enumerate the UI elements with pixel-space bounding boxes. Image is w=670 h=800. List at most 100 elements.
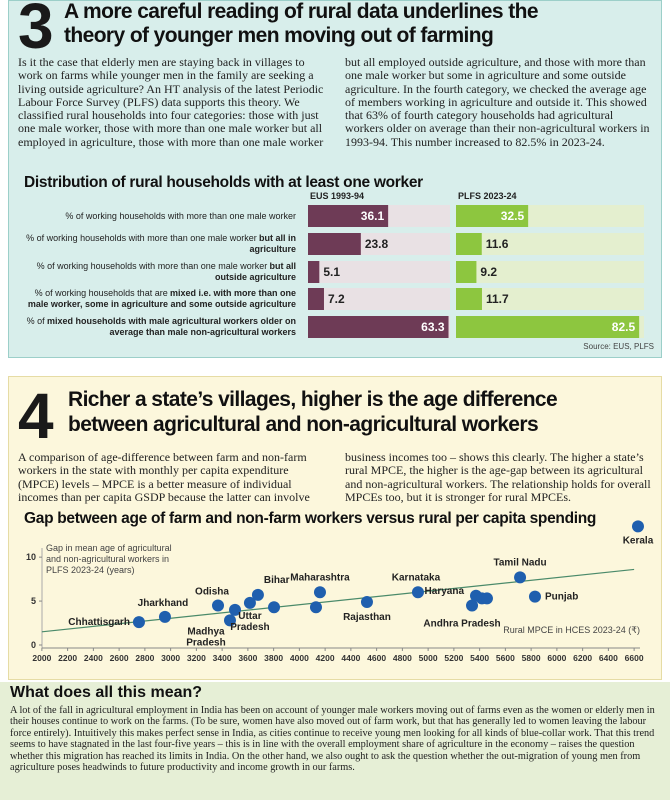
point-label: Bihar [264, 575, 290, 586]
point [309, 601, 322, 614]
point-label-line: Uttar [238, 611, 261, 622]
section-4-panel [8, 376, 662, 680]
bar-track [308, 261, 450, 283]
value-label: 32.5 [501, 209, 525, 223]
section-number: 3 [18, 0, 54, 62]
x-tick-label: 5200 [444, 653, 463, 663]
bar-track [308, 288, 450, 310]
bar [308, 316, 449, 338]
value-label: 23.8 [365, 237, 389, 251]
point [268, 601, 281, 614]
point-label: Kerala [623, 535, 654, 546]
category-label-part: mixed i.e. with more than one male worke… [27, 288, 296, 309]
bar [456, 316, 640, 338]
bar [308, 205, 389, 227]
point [466, 599, 479, 612]
section-number: 4 [18, 380, 54, 452]
category-label: % of working households with more than o… [14, 261, 296, 282]
x-tick-label: 5600 [496, 653, 515, 663]
point-label: Madhya Pradesh [186, 626, 225, 648]
point-label-line: Pradesh [230, 622, 269, 633]
point-label: Andhra Pradesh [423, 618, 500, 629]
x-tick-label: 4400 [341, 653, 360, 663]
bar-track [456, 288, 644, 310]
section-title: Richer a state’s villages, higher is the… [68, 388, 558, 411]
point [243, 596, 256, 609]
point-label: Haryana [425, 586, 465, 597]
value-label: 5.1 [323, 265, 340, 279]
category-label-part: % of working households with more than o… [26, 233, 257, 243]
point [528, 590, 541, 603]
x-tick-label: 3000 [161, 653, 180, 663]
source: Source: EUS, PLFS [583, 342, 654, 351]
section-title: theory of younger men moving out of farm… [64, 24, 494, 47]
category-label-part: but all in agriculture [249, 233, 296, 254]
point [212, 599, 225, 612]
category-label: % of working households with more than o… [14, 233, 296, 254]
point [631, 520, 644, 533]
x-tick-label: 5000 [419, 653, 438, 663]
bar [456, 205, 529, 227]
x-tick-label: 3600 [238, 653, 257, 663]
category-label-part: mixed households with male agricultural … [46, 316, 296, 337]
point [251, 588, 264, 601]
bar [308, 261, 320, 283]
point [514, 571, 527, 584]
x-axis-label: Rural MPCE in HCES 2023-24 (₹) [503, 625, 640, 635]
bar-track [456, 233, 644, 255]
x-tick-label: 4000 [290, 653, 309, 663]
point-label: Tamil Nadu [493, 557, 546, 568]
bar [456, 288, 482, 310]
point-label: Karnataka [392, 572, 441, 583]
x-tick-label: 4200 [316, 653, 335, 663]
x-tick-label: 2000 [32, 653, 51, 663]
category-label: % of mixed households with male agricultu… [14, 316, 296, 337]
section-body: A comparison of age-difference between f… [18, 450, 651, 504]
x-tick-label: 4600 [367, 653, 386, 663]
x-tick-label: 6000 [547, 653, 566, 663]
value-label: 36.1 [361, 209, 385, 223]
point [313, 586, 326, 599]
bar [456, 261, 477, 283]
x-tick-label: 2800 [135, 653, 154, 663]
y-axis-label: Gap in mean age of agricultural and non-… [46, 543, 172, 575]
value-label: 7.2 [328, 292, 345, 306]
x-tick-label: 6400 [599, 653, 618, 663]
category-label: % of working households with more than o… [14, 211, 296, 222]
section-body: Is it the case that elderly men are stay… [18, 55, 650, 149]
point [360, 595, 373, 608]
category-label: % of working households that are mixed i.… [14, 288, 296, 309]
y-tick-label: 10 [26, 552, 36, 562]
legend-label: EUS 1993-94 [310, 191, 364, 201]
section-body: A lot of the fall in agricultural employ… [10, 705, 655, 774]
section-title: What does all this mean? [10, 684, 203, 701]
category-label-part: % of working households that are [34, 288, 168, 298]
chart-title: Gap between age of farm and non-farm wor… [24, 510, 597, 527]
y-tick-label: 0 [31, 640, 36, 650]
point [223, 614, 236, 627]
y-tick-label: 5 [31, 596, 36, 606]
value-label: 11.7 [486, 292, 509, 306]
x-tick-label: 5400 [470, 653, 489, 663]
point-label-line: Pradesh [186, 637, 225, 648]
point [411, 586, 424, 599]
category-label-part: but all outside agriculture [214, 261, 296, 282]
point [229, 603, 241, 616]
point-label: Odisha [195, 586, 229, 597]
x-tick-label: 2400 [84, 653, 103, 663]
bar [308, 233, 361, 255]
legend-label: PLFS 2023-24 [458, 191, 517, 201]
bar [308, 288, 324, 310]
point [158, 610, 171, 623]
section-title: A more careful reading of rural data und… [64, 0, 539, 23]
value-label: 9.2 [480, 265, 497, 279]
category-label-part: % of working households with more than o… [65, 211, 296, 221]
x-tick-label: 2600 [110, 653, 129, 663]
value-label: 63.3 [421, 320, 445, 334]
value-label: 82.5 [612, 320, 636, 334]
bar-track [456, 261, 644, 283]
point-label: Maharashtra [290, 572, 350, 583]
point-label: Rajasthan [343, 612, 391, 623]
